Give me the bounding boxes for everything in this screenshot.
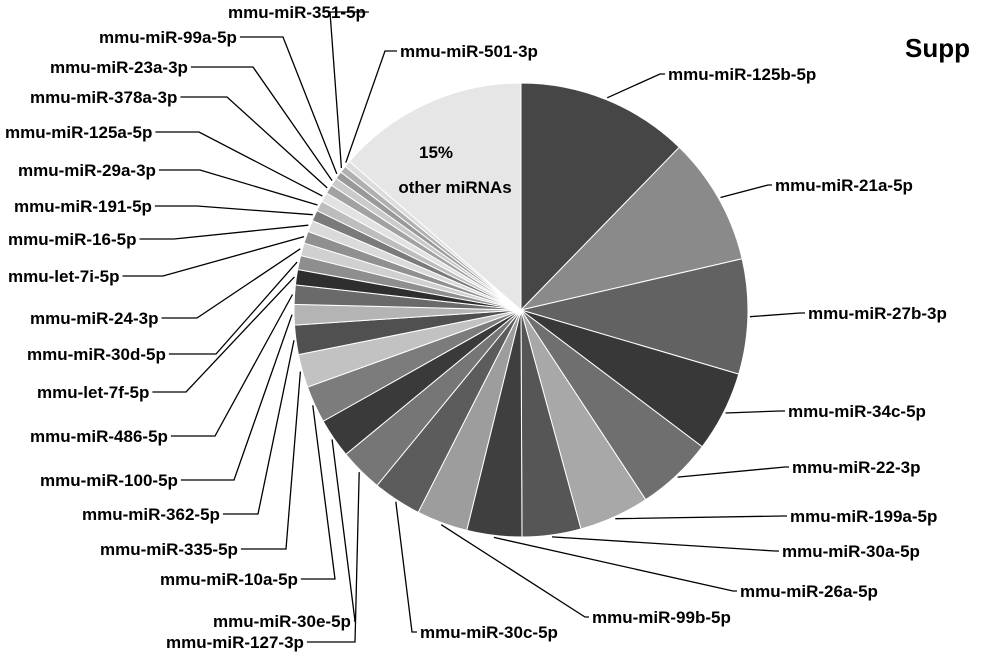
slice-label-mmu-mir-21a-5p: mmu-miR-21a-5p — [775, 176, 913, 195]
leader-line-mmu-mir-335-5p — [240, 371, 302, 550]
other-percent-label: 15% — [419, 143, 453, 162]
slice-label-mmu-mir-30c-5p: mmu-miR-30c-5p — [420, 623, 558, 642]
leader-line-mmu-mir-30a-5p — [551, 536, 779, 552]
leader-line-mmu-mir-125b-5p — [606, 73, 665, 99]
chart-title: Supp — [905, 33, 970, 63]
slice-label-mmu-mir-125b-5p: mmu-miR-125b-5p — [668, 65, 816, 84]
leader-line-mmu-mir-99b-5p — [440, 524, 589, 618]
leader-lines — [122, 11, 805, 643]
leader-line-mmu-mir-362-5p — [222, 340, 295, 515]
pie-slice-other-mirnas — [348, 82, 522, 312]
leader-line-mmu-let-7i-5p — [122, 235, 305, 277]
leader-line-mmu-let-7f-5p — [152, 276, 295, 393]
leader-line-mmu-mir-30c-5p — [395, 501, 417, 633]
slice-label-mmu-mir-362-5p: mmu-miR-362-5p — [82, 505, 220, 524]
leader-line-mmu-mir-21a-5p — [720, 184, 772, 199]
slice-label-mmu-mir-100-5p: mmu-miR-100-5p — [40, 471, 178, 490]
slice-label-mmu-mir-24-3p: mmu-miR-24-3p — [30, 309, 158, 328]
leader-line-mmu-mir-100-5p — [180, 314, 293, 481]
leader-line-mmu-mir-23a-3p — [190, 66, 333, 181]
slice-label-mmu-mir-26a-5p: mmu-miR-26a-5p — [740, 582, 878, 601]
slice-label-mmu-mir-23a-3p: mmu-miR-23a-3p — [50, 58, 188, 77]
slice-label-mmu-mir-16-5p: mmu-miR-16-5p — [8, 230, 136, 249]
slice-label-mmu-mir-486-5p: mmu-miR-486-5p — [30, 427, 168, 446]
slice-label-mmu-mir-191-5p: mmu-miR-191-5p — [14, 197, 152, 216]
leader-line-mmu-mir-30d-5p — [168, 261, 298, 355]
leader-line-mmu-mir-29a-3p — [158, 169, 318, 206]
slice-label-mmu-mir-30e-5p: mmu-miR-30e-5p — [213, 612, 351, 631]
leader-line-mmu-mir-199a-5p — [615, 515, 787, 520]
leader-line-mmu-mir-30e-5p — [331, 439, 356, 622]
slice-label-mmu-mir-30a-5p: mmu-miR-30a-5p — [782, 542, 920, 561]
slice-label-mmu-mir-22-3p: mmu-miR-22-3p — [792, 458, 920, 477]
pie-slice-mmu-mir-21a-5p — [519, 146, 743, 311]
leader-line-mmu-mir-501-3p — [345, 50, 397, 163]
leader-line-mmu-mir-127-3p — [306, 472, 360, 643]
slice-label-mmu-mir-501-3p: mmu-miR-501-3p — [400, 42, 538, 61]
slice-label-mmu-let-7f-5p: mmu-let-7f-5p — [37, 383, 149, 402]
leader-line-mmu-mir-99a-5p — [239, 36, 338, 175]
slice-label-mmu-mir-335-5p: mmu-miR-335-5p — [100, 540, 238, 559]
slice-label-mmu-mir-34c-5p: mmu-miR-34c-5p — [788, 402, 926, 421]
slice-label-mmu-mir-99a-5p: mmu-miR-99a-5p — [99, 28, 237, 47]
leader-line-mmu-mir-24-3p — [161, 248, 301, 319]
slice-label-mmu-mir-99b-5p: mmu-miR-99b-5p — [592, 608, 731, 627]
leader-line-mmu-mir-378a-3p — [180, 96, 328, 189]
leader-line-mmu-mir-26a-5p — [493, 536, 737, 592]
pie-slice-mmu-mir-125b-5p — [520, 82, 680, 312]
leader-line-mmu-mir-34c-5p — [725, 410, 785, 414]
slice-labels: mmu-miR-125b-5p mmu-miR-21a-5p mmu-miR-27b… — [5, 3, 947, 652]
leader-line-mmu-mir-27b-3p — [749, 312, 805, 318]
slice-label-mmu-mir-351-5p: mmu-miR-351-5p — [228, 3, 366, 22]
leader-line-mmu-mir-22-3p — [677, 466, 789, 478]
leader-line-mmu-mir-125a-5p — [155, 131, 323, 197]
slice-label-mmu-mir-29a-3p: mmu-miR-29a-3p — [18, 161, 156, 180]
leader-line-mmu-mir-486-5p — [170, 294, 294, 437]
slice-label-mmu-mir-125a-5p: mmu-miR-125a-5p — [5, 123, 152, 142]
leader-line-mmu-mir-351-5p — [329, 11, 369, 168]
other-miRNAs-label: other miRNAs — [398, 178, 511, 197]
leader-line-mmu-mir-191-5p — [154, 205, 313, 216]
leader-line-mmu-mir-16-5p — [139, 224, 309, 240]
slice-label-mmu-mir-199a-5p: mmu-miR-199a-5p — [790, 507, 937, 526]
pie-slice-mmu-mir-27b-3p — [519, 258, 749, 375]
slice-label-mmu-mir-378a-3p: mmu-miR-378a-3p — [30, 88, 177, 107]
slice-label-mmu-mir-30d-5p: mmu-miR-30d-5p — [27, 345, 166, 364]
slice-label-mmu-mir-27b-3p: mmu-miR-27b-3p — [808, 304, 947, 323]
leader-line-mmu-mir-10a-5p — [300, 405, 336, 580]
slice-label-mmu-let-7i-5p: mmu-let-7i-5p — [8, 267, 119, 286]
slice-label-mmu-mir-10a-5p: mmu-miR-10a-5p — [160, 570, 298, 589]
pie-slices — [293, 82, 749, 538]
slice-label-mmu-mir-127-3p: mmu-miR-127-3p — [166, 633, 304, 652]
